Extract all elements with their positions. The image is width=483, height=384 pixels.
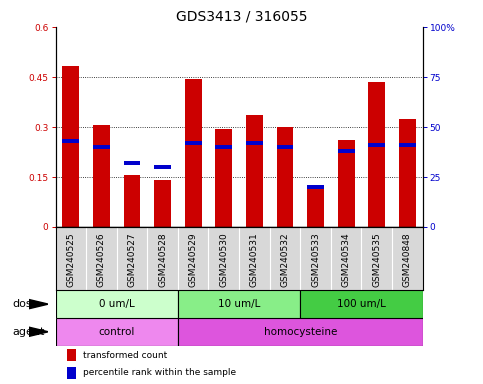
- Bar: [93, 126, 110, 227]
- Bar: [178, 290, 300, 318]
- Text: 10 um/L: 10 um/L: [218, 299, 260, 309]
- Text: transformed count: transformed count: [83, 351, 167, 360]
- Bar: [215, 129, 232, 227]
- Bar: [154, 165, 171, 169]
- Bar: [369, 143, 385, 147]
- Bar: [62, 66, 79, 227]
- Text: GSM240848: GSM240848: [403, 232, 412, 286]
- Bar: [56, 290, 178, 318]
- Text: GSM240526: GSM240526: [97, 232, 106, 286]
- Text: GSM240527: GSM240527: [128, 232, 137, 286]
- Bar: [300, 290, 423, 318]
- Text: GSM240535: GSM240535: [372, 232, 381, 287]
- Text: dose: dose: [12, 299, 39, 309]
- Bar: [185, 141, 201, 145]
- Bar: [62, 139, 79, 143]
- Bar: [124, 175, 141, 227]
- Text: GSM240532: GSM240532: [281, 232, 289, 286]
- Bar: [246, 141, 263, 145]
- Text: GSM240533: GSM240533: [311, 232, 320, 287]
- Text: GSM240530: GSM240530: [219, 232, 228, 287]
- Text: control: control: [99, 327, 135, 337]
- Polygon shape: [29, 327, 48, 336]
- Text: 100 um/L: 100 um/L: [337, 299, 386, 309]
- Text: GDS3413 / 316055: GDS3413 / 316055: [176, 10, 307, 23]
- Text: GSM240525: GSM240525: [66, 232, 75, 286]
- Bar: [178, 318, 423, 346]
- Bar: [246, 116, 263, 227]
- Text: GSM240534: GSM240534: [341, 232, 351, 286]
- Bar: [67, 366, 76, 379]
- Text: homocysteine: homocysteine: [264, 327, 337, 337]
- Bar: [277, 145, 293, 149]
- Bar: [338, 149, 355, 153]
- Bar: [124, 161, 141, 165]
- Bar: [215, 145, 232, 149]
- Bar: [399, 143, 416, 147]
- Bar: [307, 185, 324, 227]
- Bar: [154, 180, 171, 227]
- Text: GSM240528: GSM240528: [158, 232, 167, 286]
- Bar: [56, 318, 178, 346]
- Text: GSM240529: GSM240529: [189, 232, 198, 286]
- Bar: [93, 145, 110, 149]
- Bar: [369, 82, 385, 227]
- Text: percentile rank within the sample: percentile rank within the sample: [83, 368, 236, 377]
- Bar: [399, 119, 416, 227]
- Bar: [307, 185, 324, 189]
- Text: GSM240531: GSM240531: [250, 232, 259, 287]
- Bar: [338, 141, 355, 227]
- Bar: [277, 127, 293, 227]
- Bar: [67, 349, 76, 361]
- Text: agent: agent: [12, 327, 44, 337]
- Bar: [185, 79, 201, 227]
- Polygon shape: [29, 300, 48, 309]
- Text: 0 um/L: 0 um/L: [99, 299, 135, 309]
